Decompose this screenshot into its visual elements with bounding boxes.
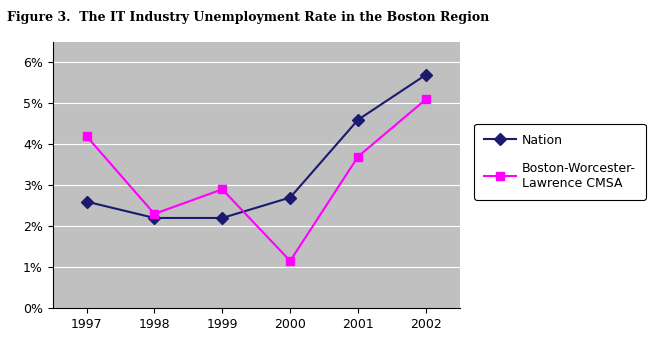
Legend: Nation, Boston-Worcester-
Lawrence CMSA: Nation, Boston-Worcester- Lawrence CMSA [474,124,646,200]
Text: Figure 3.  The IT Industry Unemployment Rate in the Boston Region: Figure 3. The IT Industry Unemployment R… [7,10,489,23]
